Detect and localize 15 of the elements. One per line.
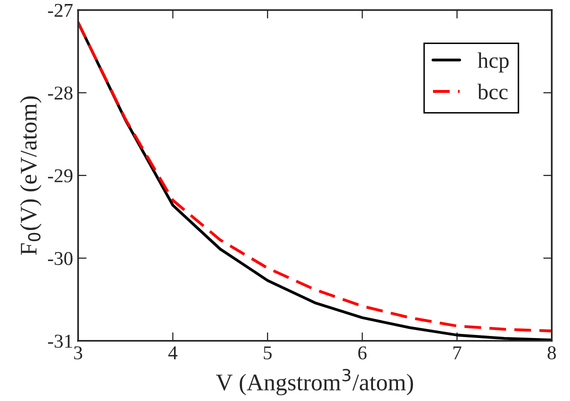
legend-label: bcc: [477, 84, 508, 100]
legend-label: hcp: [478, 52, 509, 73]
x-tick-label: 6: [358, 346, 367, 360]
y-tick-label: -27: [48, 4, 73, 17]
y-tick-label: -29: [48, 169, 72, 182]
y-tick-label: -30: [48, 252, 72, 266]
x-tick-label: 5: [264, 346, 272, 360]
y-tick-label: -28: [48, 86, 72, 100]
x-axis-title: V (Angstrom$^{3}$/atom): [216, 368, 413, 396]
y-axis-title: F$_{0}$(V) (eV/atom): [20, 96, 42, 255]
x-tick-label: 4: [168, 346, 178, 360]
x-tick-label: 3: [74, 346, 82, 360]
x-tick-label: 7: [453, 346, 462, 360]
y-tick-label: -31: [48, 334, 72, 348]
x-tick-label: 8: [548, 346, 556, 360]
